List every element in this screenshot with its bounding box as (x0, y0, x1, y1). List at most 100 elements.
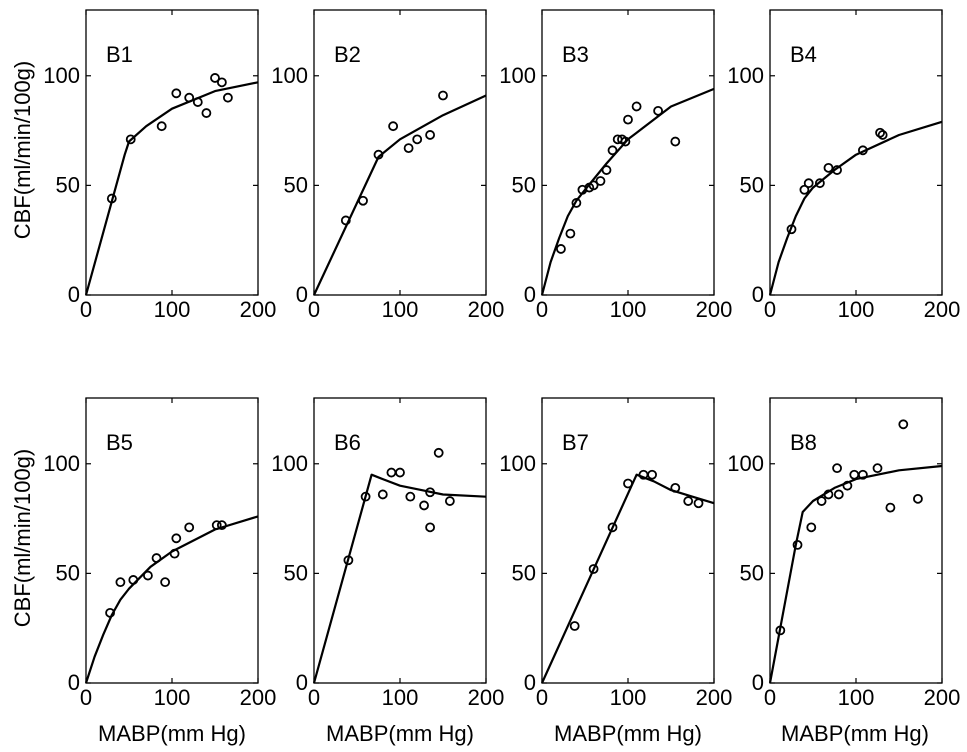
data-point (623, 478, 633, 489)
data-point (160, 577, 171, 588)
data-point (857, 145, 868, 156)
y-tick-label: 0 (524, 282, 536, 307)
x-tick-label: 0 (308, 685, 320, 710)
data-point (222, 92, 233, 103)
y-tick-label: 100 (271, 63, 308, 88)
y-tick-label: 50 (284, 560, 308, 585)
data-point (816, 496, 827, 506)
data-point (433, 447, 444, 458)
x-axis-title-b7: MABP(mm Hg) (554, 721, 702, 746)
data-point (360, 491, 371, 502)
x-tick-label: 0 (308, 297, 320, 322)
fit-curve-b4 (768, 120, 943, 296)
data-point (569, 621, 580, 631)
fit-curve-b3 (540, 87, 715, 296)
y-tick-label: 50 (56, 172, 80, 197)
y-tick-label: 100 (727, 63, 764, 88)
data-point (128, 575, 139, 585)
data-point (683, 496, 694, 506)
panel-b7: 0 100 200 0 50 100 B7 (499, 397, 733, 710)
data-point (885, 502, 896, 513)
fit-curve-b8 (768, 464, 943, 684)
data-point (115, 577, 126, 588)
y-tick-label: 100 (499, 451, 536, 476)
data-point (377, 489, 388, 500)
data-point (832, 463, 842, 474)
fit-curve-b2 (313, 94, 487, 296)
data-point (792, 539, 803, 550)
x-tick-label: 100 (838, 685, 875, 710)
data-point (192, 97, 203, 107)
data-point (647, 469, 657, 480)
x-tick-label: 100 (382, 297, 419, 322)
data-point (823, 162, 834, 173)
data-point (620, 136, 631, 147)
panel-b6: 0 100 200 0 50 100 B6 (271, 397, 504, 710)
data-point (419, 500, 429, 511)
panel-label-b1: B1 (106, 42, 133, 67)
data-point (425, 522, 436, 533)
y-axis-title-bottom: CBF(ml/min/100g) (10, 449, 35, 627)
x-tick-label: 200 (696, 685, 733, 710)
data-point (832, 165, 842, 175)
data-point (340, 215, 351, 226)
data-point (425, 130, 436, 140)
x-axis-title-b8: MABP(mm Hg) (781, 721, 929, 746)
x-tick-label: 0 (764, 297, 776, 322)
data-point (201, 108, 212, 118)
data-point (151, 553, 162, 563)
x-tick-label: 200 (240, 297, 277, 322)
x-tick-label: 100 (610, 297, 647, 322)
data-point (799, 184, 810, 195)
data-point (395, 467, 405, 478)
data-point (693, 498, 704, 509)
x-axis-title-b5: MABP(mm Hg) (98, 721, 246, 746)
data-point (670, 136, 681, 147)
y-tick-label: 100 (727, 451, 764, 476)
data-point (595, 176, 606, 186)
data-point (806, 522, 817, 533)
data-point (670, 482, 681, 493)
y-tick-label: 0 (524, 670, 536, 695)
y-tick-label: 100 (271, 451, 308, 476)
x-axis-title-b6: MABP(mm Hg) (326, 721, 474, 746)
data-point (607, 145, 618, 156)
data-point (653, 105, 663, 116)
y-tick-label: 50 (284, 172, 308, 197)
panel-label-b4: B4 (790, 42, 817, 67)
y-tick-label: 50 (512, 172, 536, 197)
data-point (171, 88, 182, 99)
data-point (913, 493, 923, 504)
y-tick-label: 100 (499, 63, 536, 88)
y-tick-label: 50 (740, 560, 764, 585)
data-point (125, 134, 136, 145)
panel-b2: 0 100 200 0 50 100 B2 (271, 9, 505, 322)
data-point (216, 77, 227, 88)
data-point (565, 228, 576, 239)
data-point (216, 520, 227, 531)
x-tick-label: 0 (536, 685, 548, 710)
x-tick-label: 100 (382, 685, 419, 710)
data-point (343, 555, 354, 566)
x-tick-label: 200 (468, 297, 505, 322)
x-tick-label: 200 (924, 297, 961, 322)
data-point (814, 178, 825, 189)
panel-b1: 0 100 200 0 50 100 B1 (43, 9, 277, 322)
panel-b3: 0 100 200 0 50 100 B3 (499, 9, 732, 322)
y-axis-title-top: CBF(ml/min/100g) (10, 61, 35, 239)
panel-label-b7: B7 (562, 430, 589, 455)
data-point (169, 548, 180, 559)
y-tick-label: 0 (296, 282, 308, 307)
data-point (601, 165, 612, 175)
data-point (833, 489, 844, 500)
panel-label-b3: B3 (562, 42, 589, 67)
data-point (386, 467, 397, 478)
data-point (412, 134, 423, 145)
data-point (842, 480, 853, 491)
data-point (623, 114, 633, 125)
x-tick-label: 100 (838, 297, 875, 322)
panel-label-b5: B5 (106, 430, 133, 455)
data-point (425, 487, 436, 498)
data-point (184, 92, 195, 103)
y-tick-label: 50 (56, 560, 80, 585)
